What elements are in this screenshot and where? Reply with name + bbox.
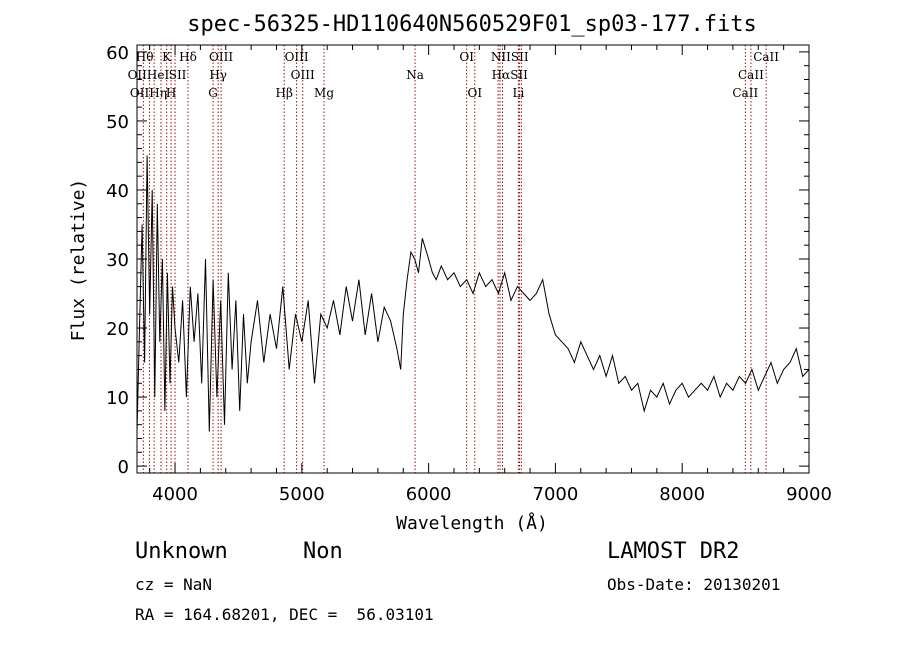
y-tick-label-0: 0 — [118, 457, 129, 478]
line-marker-label-2: Hδ — [179, 50, 197, 64]
line-marker-label-14: CaII — [738, 68, 764, 82]
line-marker-label-15: OIIHη — [130, 86, 167, 100]
line-marker-label-22: CaII — [732, 86, 758, 100]
y-tick-label-10: 10 — [106, 388, 129, 409]
x-tick-label-4000: 4000 — [152, 484, 198, 505]
line-marker-label-8: OIIHeI — [128, 68, 170, 82]
line-marker-label-4: OIII — [285, 50, 309, 64]
y-tick-label-50: 50 — [106, 112, 129, 133]
x-tick-label-6000: 6000 — [406, 484, 452, 505]
class-label: Unknown — [135, 539, 228, 564]
plot-frame — [136, 44, 810, 474]
y-tick-label-40: 40 — [106, 181, 129, 202]
line-marker-labels: Hθ K Hδ OIII OIII OI NIISII CaII OIIHeI SII Hγ OIII… — [128, 50, 780, 100]
line-marker-label-5: OI — [459, 50, 474, 64]
y-tick-label-60: 60 — [106, 43, 129, 64]
line-marker-label-17: G — [208, 86, 218, 100]
line-markers — [142, 45, 767, 473]
line-marker-label-19: Mg — [314, 86, 334, 100]
line-marker-label-3: OIII — [209, 50, 233, 64]
x-tick-label-8000: 8000 — [659, 484, 705, 505]
x-tick-label-5000: 5000 — [279, 484, 325, 505]
obs-date-value: Obs-Date: 20130201 — [607, 575, 781, 594]
x-tick-label-9000: 9000 — [786, 484, 832, 505]
line-marker-label-12: Na — [406, 68, 424, 82]
line-marker-label-1: K — [162, 50, 172, 64]
line-marker-label-10: Hγ — [209, 68, 227, 82]
line-marker-label-21: Li — [512, 86, 524, 100]
line-marker-label-20: OI — [467, 86, 482, 100]
line-marker-label-13: HαSII — [492, 68, 529, 82]
x-axis-label: Wavelength (Å) — [396, 512, 548, 534]
y-axis: 0 10 20 30 40 50 60 — [106, 43, 809, 478]
x-axis: 4000 5000 6000 7000 8000 9000 — [149, 45, 832, 505]
line-marker-label-11: OIII — [291, 68, 315, 82]
coordinates-value: RA = 164.68201, DEC = 56.03101 — [135, 605, 434, 624]
x-tick-label-7000: 7000 — [533, 484, 579, 505]
survey-label: LAMOST DR2 — [607, 539, 740, 564]
redshift-value: cz = NaN — [135, 575, 213, 594]
chart-title: spec-56325-HD110640N560529F01_sp03-177.f… — [187, 12, 757, 37]
y-tick-label-30: 30 — [106, 250, 129, 271]
line-marker-label-6: NIISII — [491, 50, 529, 64]
spectrum-series-line — [136, 155, 810, 432]
y-tick-label-20: 20 — [106, 319, 129, 340]
line-marker-label-16: H — [166, 86, 176, 100]
line-marker-label-0: Hθ — [136, 50, 154, 64]
line-marker-label-7: CaII — [753, 50, 779, 64]
line-marker-label-9: SII — [169, 68, 187, 82]
y-axis-label: Flux (relative) — [68, 179, 89, 342]
subclass-label: Non — [303, 539, 343, 564]
line-marker-label-18: Hβ — [276, 86, 293, 100]
